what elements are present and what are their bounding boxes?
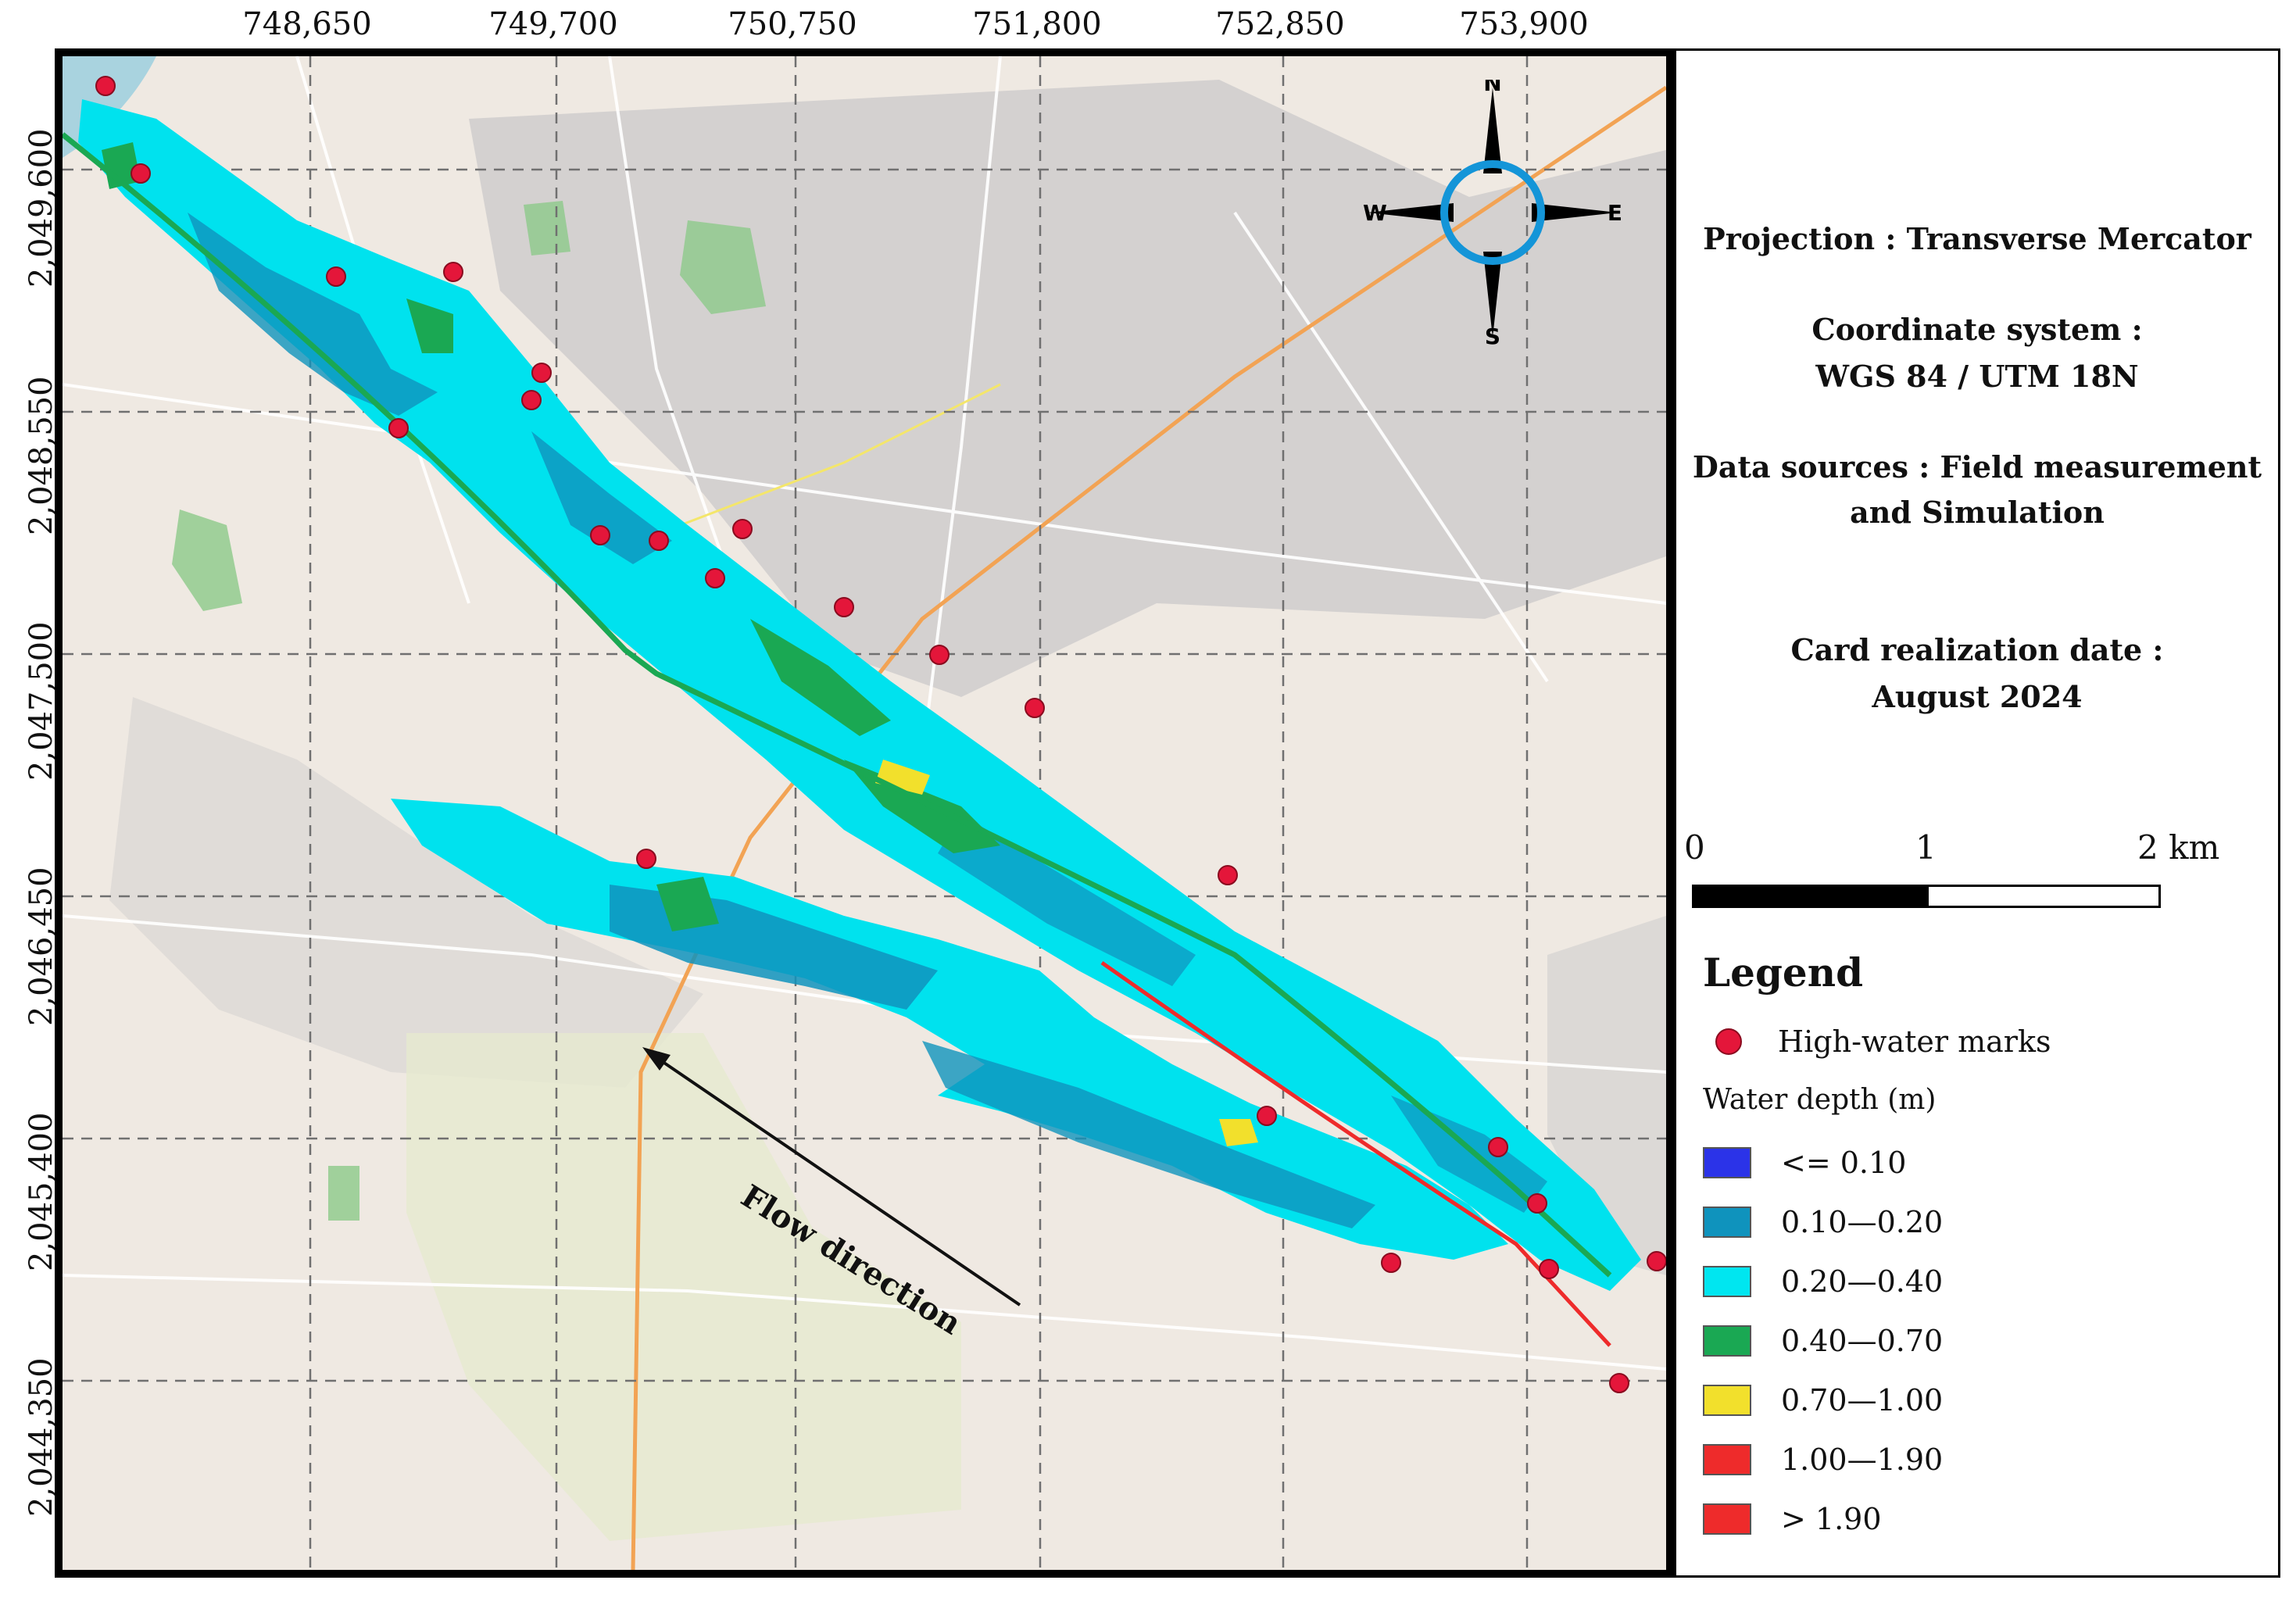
compass-n-label: N — [1483, 80, 1501, 96]
legend-item-depth: 0.40—0.70 — [1703, 1323, 1943, 1359]
high-water-mark — [1647, 1251, 1666, 1271]
legend-label: 0.40—0.70 — [1781, 1324, 1944, 1358]
legend-item-depth: 1.00—1.90 — [1703, 1442, 1943, 1478]
projection-text: Projection : Transverse Mercator — [1703, 221, 2251, 256]
x-tick-label: 750,750 — [728, 6, 857, 42]
scale-two-label: 2 km — [2137, 828, 2220, 867]
high-water-mark — [388, 418, 409, 438]
x-tick-label: 748,650 — [242, 6, 372, 42]
scale-bar — [1692, 885, 2161, 908]
legend-title: Legend — [1703, 949, 1864, 996]
depth-swatch — [1703, 1444, 1751, 1475]
depth-swatch — [1703, 1207, 1751, 1238]
map-info-panel: Projection : Transverse Mercator Coordin… — [1674, 48, 2280, 1578]
depth-swatch — [1703, 1147, 1751, 1178]
high-water-mark — [705, 568, 725, 588]
high-water-mark — [929, 645, 950, 665]
legend-item-depth: > 1.90 — [1703, 1501, 1882, 1537]
realization-date-label: Card realization date : — [1790, 632, 2164, 667]
legend-item-depth: 0.20—0.40 — [1703, 1264, 1943, 1299]
high-water-mark — [1025, 698, 1045, 718]
data-sources-value: and Simulation — [1850, 495, 2105, 530]
high-water-mark — [1488, 1137, 1508, 1157]
scale-one-label: 1 — [1915, 828, 1937, 867]
high-water-mark — [590, 525, 610, 545]
high-water-mark — [1257, 1106, 1277, 1126]
high-water-mark — [521, 390, 542, 410]
scale-zero-label: 0 — [1684, 828, 1705, 867]
legend-label: 0.20—0.40 — [1781, 1264, 1944, 1299]
depth-swatch — [1703, 1325, 1751, 1357]
legend-label: 0.70—1.00 — [1781, 1383, 1944, 1417]
high-water-mark — [834, 597, 854, 617]
x-tick-label: 749,700 — [488, 6, 618, 42]
legend-item-high-water-marks: High-water marks — [1703, 1024, 2051, 1060]
high-water-marks — [95, 76, 1666, 1393]
map-view[interactable]: N S W E Flow direction — [55, 48, 1674, 1578]
high-water-mark — [1609, 1373, 1629, 1393]
legend-label: High-water marks — [1778, 1024, 2051, 1059]
coordinate-system-value: WGS 84 / UTM 18N — [1815, 359, 2139, 394]
compass-e-label: E — [1608, 200, 1622, 226]
legend-item-depth: <= 0.10 — [1703, 1145, 1906, 1181]
legend-label: > 1.90 — [1781, 1502, 1882, 1536]
green-areas — [172, 201, 766, 1221]
x-tick-label: 751,800 — [972, 6, 1102, 42]
high-water-mark — [131, 163, 151, 184]
flood-extent-south — [391, 799, 1611, 1347]
high-water-mark — [1539, 1259, 1559, 1279]
data-sources-label: Data sources : Field measurement — [1692, 449, 2262, 484]
legend-label: <= 0.10 — [1781, 1146, 1907, 1180]
legend-label: 0.10—0.20 — [1781, 1205, 1944, 1239]
depth-swatch — [1703, 1503, 1751, 1535]
high-water-mark — [326, 266, 346, 287]
flood-map-canvas — [63, 56, 1666, 1570]
high-water-mark — [1218, 865, 1238, 885]
flow-direction-arrow — [642, 1047, 1021, 1307]
high-water-mark-icon — [1715, 1028, 1742, 1055]
depth-swatch — [1703, 1266, 1751, 1297]
coordinate-system-label: Coordinate system : — [1811, 312, 2143, 347]
flood-extent-north — [63, 99, 1641, 1291]
compass-w-label: W — [1363, 200, 1387, 226]
high-water-mark — [732, 519, 753, 539]
high-water-mark — [1527, 1193, 1547, 1214]
high-water-mark — [636, 849, 656, 869]
water-depth-title: Water depth (m) — [1703, 1084, 1937, 1116]
x-tick-label: 752,850 — [1215, 6, 1345, 42]
x-tick-label: 753,900 — [1459, 6, 1589, 42]
depth-swatch — [1703, 1385, 1751, 1416]
legend-item-depth: 0.70—1.00 — [1703, 1382, 1943, 1418]
compass-rose-icon: N S W E — [1363, 80, 1622, 345]
legend-label: 1.00—1.90 — [1781, 1442, 1944, 1477]
high-water-mark — [649, 531, 669, 551]
high-water-mark — [531, 363, 552, 383]
high-water-mark — [95, 76, 116, 96]
high-water-mark — [443, 262, 463, 282]
legend-item-depth: 0.10—0.20 — [1703, 1204, 1943, 1240]
compass-s-label: S — [1485, 324, 1500, 345]
agricultural-area — [406, 1033, 961, 1541]
high-water-mark — [1381, 1253, 1401, 1273]
realization-date-value: August 2024 — [1872, 679, 2083, 714]
